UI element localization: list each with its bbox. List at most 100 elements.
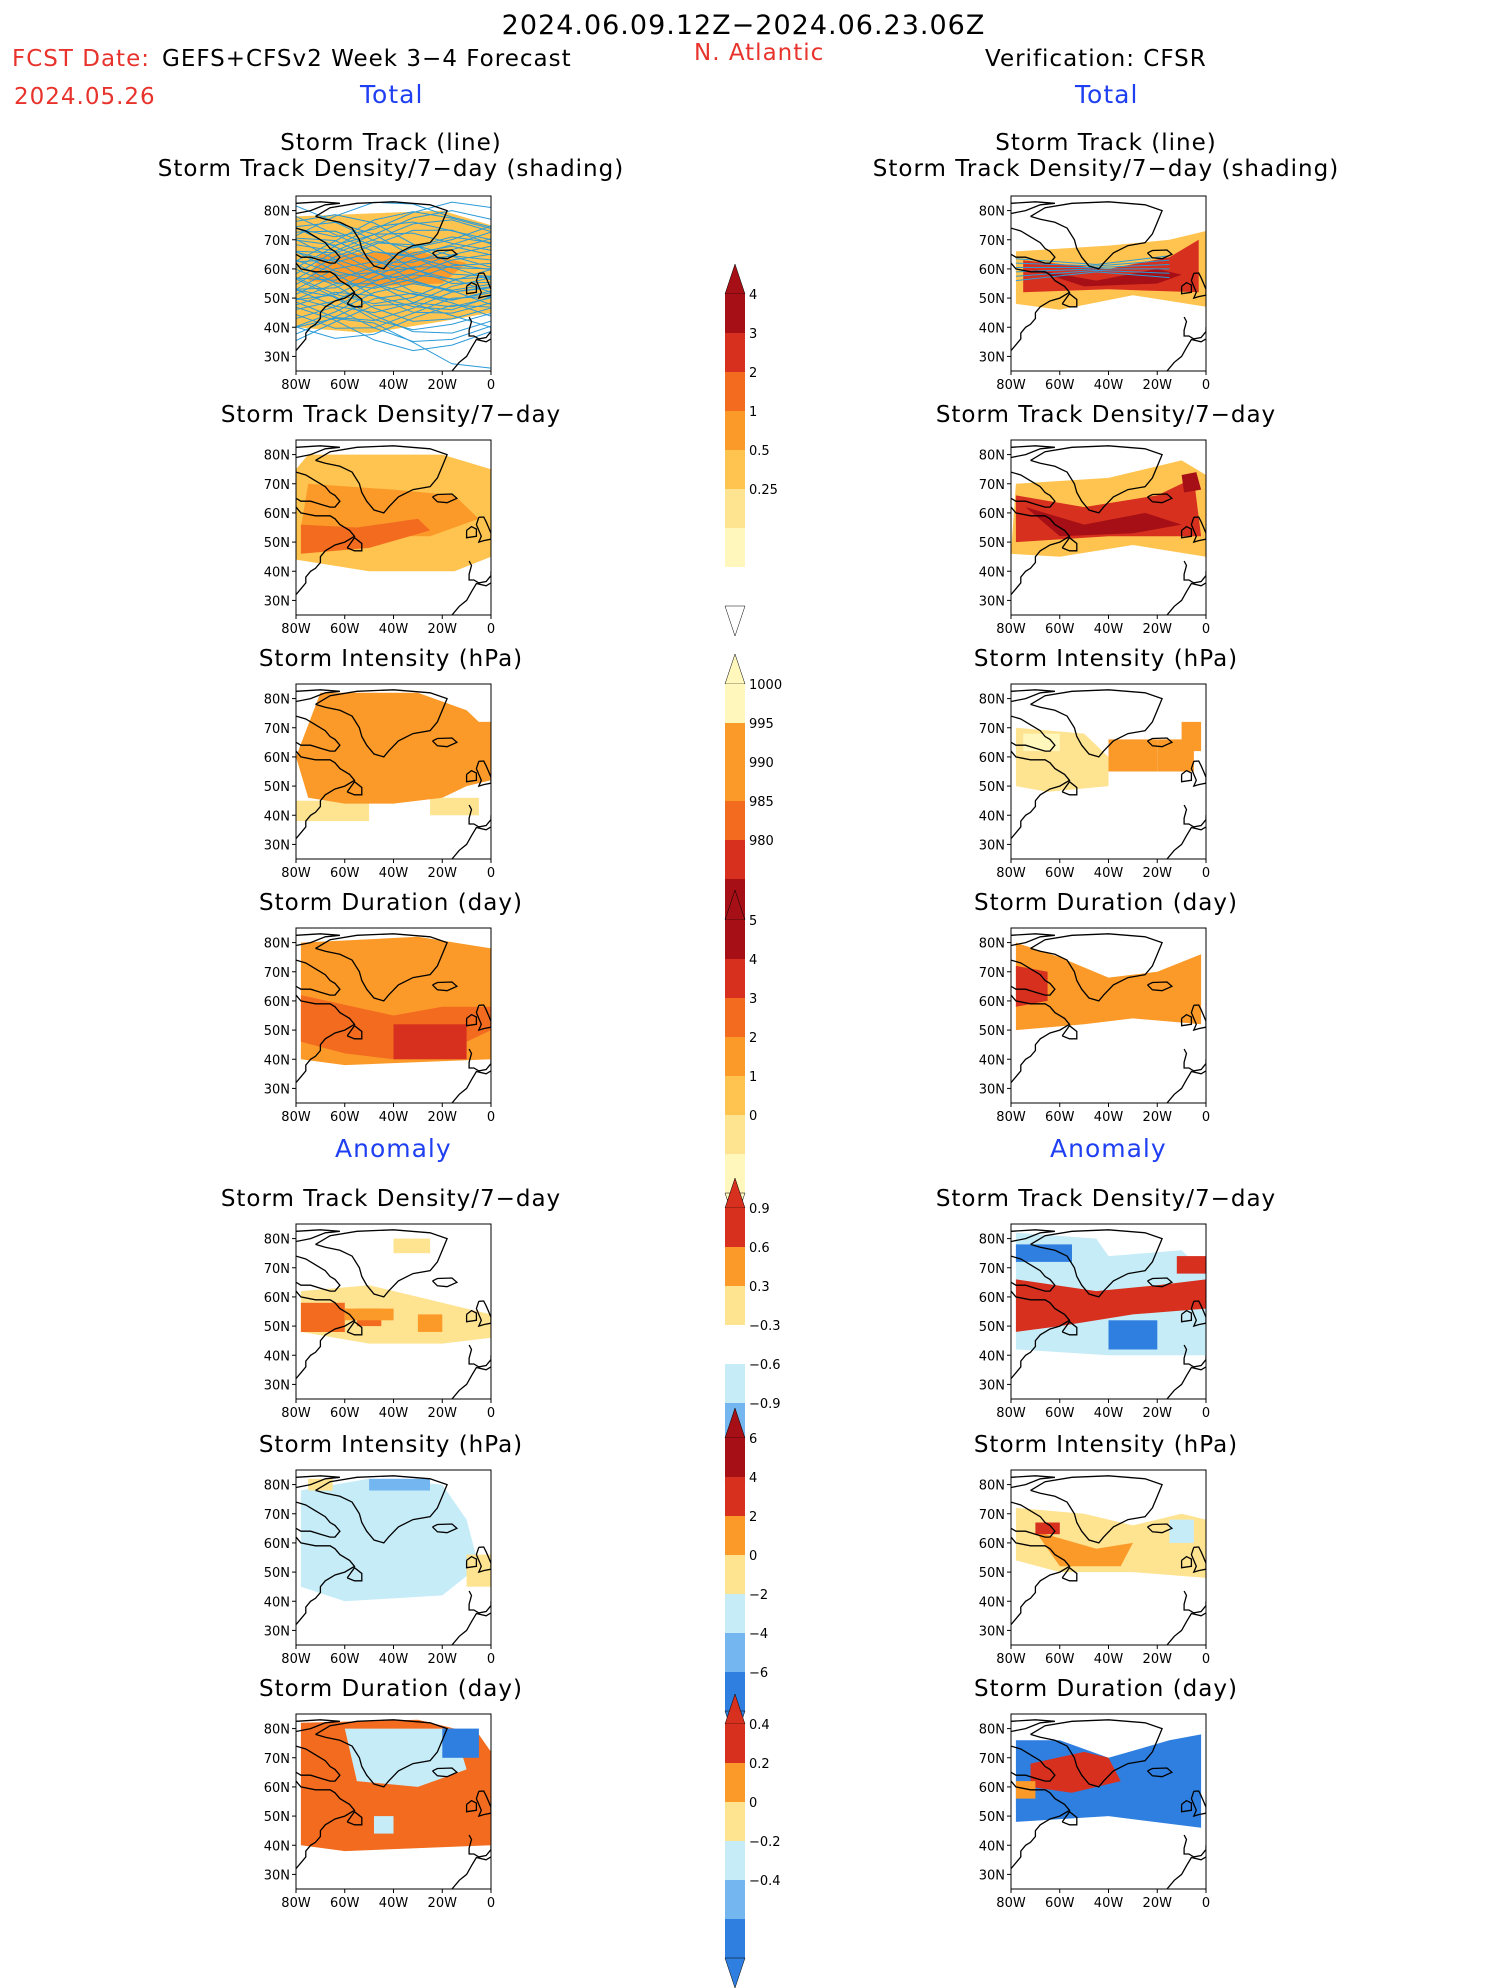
lat-tick-label: 30N (979, 594, 1005, 609)
coastline (475, 760, 491, 788)
coastlines (296, 933, 491, 1103)
coastline (1147, 737, 1174, 748)
coastline (1180, 769, 1193, 783)
lon-tick-label: 20W (1143, 1652, 1173, 1667)
storm-track-line (296, 229, 491, 263)
lat-tick-label: 50N (264, 780, 290, 795)
storm-track-line (296, 251, 491, 285)
coastline (1180, 1799, 1193, 1813)
left-anom-duration-map: 80N 70N 60N 50N 40N 30N 80W 60W 40W 20W 0 (264, 1713, 495, 1911)
shading-cell (442, 1728, 479, 1758)
fcst-model: GEFS+CFSv2 Week 3−4 Forecast (162, 46, 572, 72)
lon-tick-label: 40W (379, 1406, 409, 1421)
coastline (346, 536, 363, 552)
lon-tick-label: 20W (428, 622, 458, 637)
right-track-line-title: Storm Track (line) (995, 130, 1217, 156)
coastline (1183, 560, 1206, 584)
coastline (1180, 281, 1193, 295)
lon-tick-label: 80W (996, 1406, 1026, 1421)
storm-track-line (296, 296, 491, 329)
lon-tick-label: 0 (1202, 622, 1210, 637)
coastline (1180, 1013, 1193, 1027)
coastline (1011, 1780, 1071, 1870)
lat-tick-label: 50N (264, 536, 290, 551)
colorbar-label: 0.4 (749, 1718, 770, 1733)
lon-tick-label: 60W (330, 1652, 360, 1667)
coastline (346, 292, 363, 308)
coastline (1011, 1536, 1071, 1626)
colorbar-label: 1000 (749, 678, 782, 693)
storm-track-line (296, 255, 491, 301)
lon-tick-label: 60W (330, 1110, 360, 1125)
colorbar-segment (725, 1763, 745, 1802)
lat-tick-label: 60N (264, 1537, 290, 1552)
shading-region (300, 1285, 491, 1344)
storm-track-line (296, 268, 491, 322)
lat-tick-label: 70N (979, 722, 1005, 737)
lat-tick-label: 30N (264, 1868, 290, 1883)
colorbar-segment (725, 920, 745, 959)
lat-tick-label: 40N (264, 565, 290, 580)
map-shading (296, 201, 491, 369)
coastline (1190, 516, 1206, 544)
shading-cell (393, 1024, 467, 1060)
storm-track-line (296, 283, 491, 328)
coastline (1011, 715, 1056, 752)
coastline (465, 769, 478, 783)
colorbar-label: 0 (749, 1109, 757, 1124)
coastline (315, 933, 448, 1002)
coastline (1011, 1719, 1055, 1733)
coastline (296, 1229, 340, 1243)
fcst-date: 2024.05.26 (14, 84, 156, 110)
shading-cell (369, 1478, 430, 1491)
lat-tick-label: 60N (264, 995, 290, 1010)
lat-tick-label: 50N (979, 780, 1005, 795)
colorbar-label: 3 (749, 992, 757, 1007)
lat-tick-label: 50N (264, 292, 290, 307)
lat-tick-label: 50N (979, 1320, 1005, 1335)
colorbar-intensity-anom: 6 4 2 0 −2 −4 −6 (724, 1408, 768, 1741)
coastline (296, 506, 356, 596)
coastline (451, 1070, 491, 1103)
colorbar-label: −4 (749, 1627, 768, 1642)
lat-tick-label: 80N (264, 449, 290, 464)
colorbar-density-total: 4 3 2 1 0.5 0.25 (724, 264, 778, 636)
coastline (1166, 582, 1206, 615)
lat-tick-label: 40N (264, 809, 290, 824)
map-shading (1015, 1734, 1202, 1828)
lat-tick-label: 70N (264, 966, 290, 981)
map-shading (300, 1238, 491, 1344)
colorbar-label: 995 (749, 717, 774, 732)
verification-label: Verification: CFSR (985, 46, 1207, 72)
lon-tick-label: 80W (996, 1110, 1026, 1125)
shading-cell (1181, 721, 1202, 752)
left-anom-intensity-title: Storm Intensity (hPa) (258, 1432, 524, 1458)
lat-tick-label: 50N (264, 1810, 290, 1825)
colorbar-label: 0.3 (749, 1280, 770, 1295)
right-anom-intensity-map: 80N 70N 60N 50N 40N 30N 80W 60W 40W 20W 0 (979, 1469, 1210, 1667)
storm-track-line (296, 262, 491, 289)
lon-tick-label: 80W (996, 378, 1026, 393)
lat-tick-label: 80N (264, 1723, 290, 1738)
storm-track-line (296, 278, 491, 331)
lat-tick-label: 70N (979, 1752, 1005, 1767)
coastline (432, 249, 459, 260)
lon-tick-label: 40W (379, 622, 409, 637)
coastline (432, 1767, 459, 1778)
coastline (1180, 1309, 1193, 1323)
coastline (1030, 445, 1163, 514)
coastline (296, 262, 356, 352)
colorbar-label: 2 (749, 1510, 757, 1525)
lon-tick-label: 0 (487, 378, 495, 393)
coastline (465, 525, 478, 539)
colorbar-segment (725, 723, 745, 762)
coastlines (296, 445, 491, 615)
colorbar-segment (725, 840, 745, 879)
right-anom-duration-title: Storm Duration (day) (974, 1676, 1238, 1702)
left-duration-map: 80N 70N 60N 50N 40N 30N 80W 60W 40W 20W 0 (264, 927, 495, 1125)
coastline (1183, 1590, 1206, 1614)
left-intensity-title: Storm Intensity (hPa) (258, 646, 524, 672)
shading-region (344, 1728, 467, 1787)
left-anom-density-map: 80N 70N 60N 50N 40N 30N 80W 60W 40W 20W 0 (264, 1223, 495, 1421)
colorbar-label: 0.5 (749, 444, 770, 459)
